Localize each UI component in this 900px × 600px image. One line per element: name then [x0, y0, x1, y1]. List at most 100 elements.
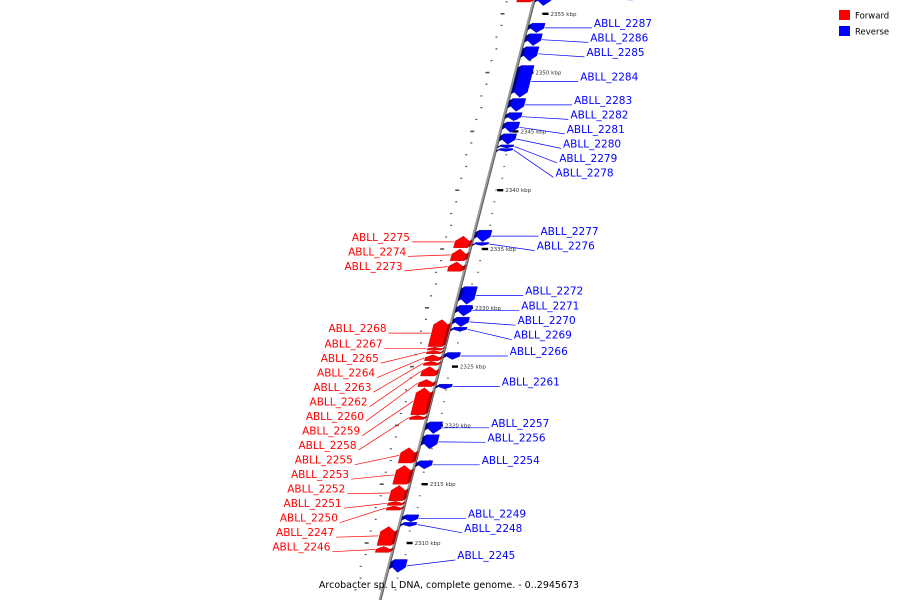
- gene-abll-2260[interactable]: [417, 379, 437, 387]
- gene-block[interactable]: [499, 148, 514, 152]
- gene-block[interactable]: [388, 485, 406, 501]
- gene-block[interactable]: [426, 346, 442, 351]
- gene-label-abll-2273[interactable]: ABLL_2273: [344, 261, 402, 273]
- gene-label-abll-2262[interactable]: ABLL_2262: [310, 397, 368, 409]
- gene-block[interactable]: [387, 501, 403, 506]
- gene-block[interactable]: [460, 286, 478, 305]
- gene-block[interactable]: [537, 0, 553, 6]
- gene-abll-2253[interactable]: [392, 465, 414, 485]
- gene-block[interactable]: [455, 317, 470, 327]
- gene-label-abll-2255[interactable]: ABLL_2255: [295, 455, 353, 467]
- gene-label-abll-2249[interactable]: ABLL_2249: [468, 508, 526, 520]
- gene-label-abll-2259[interactable]: ABLL_2259: [302, 426, 360, 438]
- gene-abll-2288[interactable]: [516, 0, 537, 3]
- gene-block[interactable]: [392, 465, 411, 485]
- gene-block[interactable]: [447, 261, 463, 272]
- gene-label-abll-2277[interactable]: ABLL_2277: [541, 226, 599, 238]
- gene-block[interactable]: [404, 514, 420, 523]
- gene-block[interactable]: [426, 350, 441, 354]
- gene-label-abll-2284[interactable]: ABLL_2284: [580, 71, 638, 83]
- gene-label-abll-2279[interactable]: ABLL_2279: [559, 153, 617, 165]
- gene-abll-2281[interactable]: [501, 121, 521, 133]
- gene-block[interactable]: [403, 522, 418, 527]
- gene-label-abll-2266[interactable]: ABLL_2266: [510, 346, 568, 358]
- gene-abll-2272[interactable]: [457, 286, 478, 305]
- gene-block[interactable]: [514, 65, 535, 98]
- gene-abll-2269[interactable]: [450, 327, 468, 332]
- gene-abll-2245[interactable]: [388, 559, 408, 573]
- gene-block[interactable]: [424, 354, 440, 361]
- gene-block[interactable]: [438, 384, 453, 390]
- gene-abll-2287[interactable]: [527, 23, 546, 33]
- gene-label-abll-2254[interactable]: ABLL_2254: [482, 455, 540, 467]
- gene-label-abll-2286[interactable]: ABLL_2286: [590, 32, 648, 44]
- gene-label-abll-2265[interactable]: ABLL_2265: [321, 353, 379, 365]
- gene-block[interactable]: [449, 248, 467, 261]
- gene-abll-2289[interactable]: [534, 0, 553, 6]
- gene-abll-2252[interactable]: [388, 485, 409, 501]
- gene-block[interactable]: [418, 460, 434, 470]
- gene-abll-2277[interactable]: [473, 229, 493, 243]
- gene-block[interactable]: [392, 559, 408, 573]
- gene-block[interactable]: [427, 319, 448, 347]
- gene-label-abll-2247[interactable]: ABLL_2247: [276, 527, 334, 539]
- gene-block[interactable]: [376, 526, 395, 546]
- gene-block[interactable]: [410, 387, 431, 415]
- gene-label-abll-2278[interactable]: ABLL_2278: [556, 167, 614, 179]
- gene-abll-2275[interactable]: [453, 235, 473, 249]
- gene-label-abll-2280[interactable]: ABLL_2280: [563, 138, 621, 150]
- gene-block[interactable]: [510, 98, 527, 112]
- gene-abll-2255[interactable]: [397, 447, 419, 464]
- gene-abll-2282[interactable]: [504, 112, 523, 122]
- gene-label-abll-2246[interactable]: ABLL_2246: [272, 542, 330, 554]
- gene-block[interactable]: [409, 415, 425, 420]
- gene-abll-2286[interactable]: [524, 33, 543, 46]
- gene-label-abll-2272[interactable]: ABLL_2272: [525, 286, 583, 298]
- gene-label-abll-2282[interactable]: ABLL_2282: [570, 109, 628, 121]
- gene-abll-2276[interactable]: [471, 242, 490, 247]
- gene-abll-2268[interactable]: [427, 319, 452, 347]
- gene-abll-2250[interactable]: [385, 505, 405, 511]
- gene-abll-2251[interactable]: [387, 501, 406, 506]
- gene-label-abll-2267[interactable]: ABLL_2267: [324, 339, 382, 351]
- gene-block[interactable]: [420, 366, 437, 377]
- gene-label-abll-2289[interactable]: ABLL_2289: [602, 0, 660, 1]
- gene-label-abll-2274[interactable]: ABLL_2274: [348, 246, 406, 258]
- gene-abll-2265[interactable]: [426, 350, 445, 354]
- gene-abll-2259[interactable]: [410, 387, 434, 415]
- gene-abll-2274[interactable]: [449, 248, 470, 261]
- gene-label-abll-2257[interactable]: ABLL_2257: [491, 418, 549, 430]
- gene-abll-2270[interactable]: [451, 317, 470, 327]
- gene-block[interactable]: [457, 305, 473, 317]
- gene-abll-2278[interactable]: [496, 148, 514, 153]
- gene-block[interactable]: [374, 546, 391, 553]
- gene-label-abll-2270[interactable]: ABLL_2270: [518, 315, 576, 327]
- gene-label-abll-2275[interactable]: ABLL_2275: [352, 232, 410, 244]
- gene-abll-2283[interactable]: [507, 98, 527, 112]
- gene-block[interactable]: [530, 23, 546, 33]
- gene-block[interactable]: [527, 33, 543, 46]
- gene-abll-2257[interactable]: [424, 421, 443, 434]
- gene-block[interactable]: [523, 46, 540, 62]
- gene-block[interactable]: [385, 505, 401, 511]
- gene-label-abll-2281[interactable]: ABLL_2281: [567, 124, 625, 136]
- gene-label-abll-2252[interactable]: ABLL_2252: [287, 484, 345, 496]
- gene-abll-2246[interactable]: [374, 546, 394, 553]
- gene-label-abll-2264[interactable]: ABLL_2264: [317, 368, 375, 380]
- gene-abll-2264[interactable]: [424, 354, 443, 361]
- gene-label-abll-2251[interactable]: ABLL_2251: [284, 498, 342, 510]
- gene-block[interactable]: [446, 352, 461, 360]
- gene-abll-2279[interactable]: [496, 144, 515, 149]
- gene-label-abll-2260[interactable]: ABLL_2260: [306, 411, 364, 423]
- gene-label-abll-2256[interactable]: ABLL_2256: [488, 432, 546, 444]
- gene-block[interactable]: [453, 327, 468, 332]
- gene-block[interactable]: [427, 421, 443, 434]
- gene-abll-2256[interactable]: [420, 434, 440, 450]
- gene-abll-2262[interactable]: [420, 366, 440, 377]
- gene-block[interactable]: [475, 242, 490, 246]
- gene-abll-2254[interactable]: [415, 460, 434, 470]
- gene-abll-2285[interactable]: [520, 46, 540, 62]
- gene-label-abll-2271[interactable]: ABLL_2271: [521, 301, 579, 313]
- gene-abll-2258[interactable]: [409, 415, 428, 420]
- gene-label-abll-2261[interactable]: ABLL_2261: [502, 377, 560, 389]
